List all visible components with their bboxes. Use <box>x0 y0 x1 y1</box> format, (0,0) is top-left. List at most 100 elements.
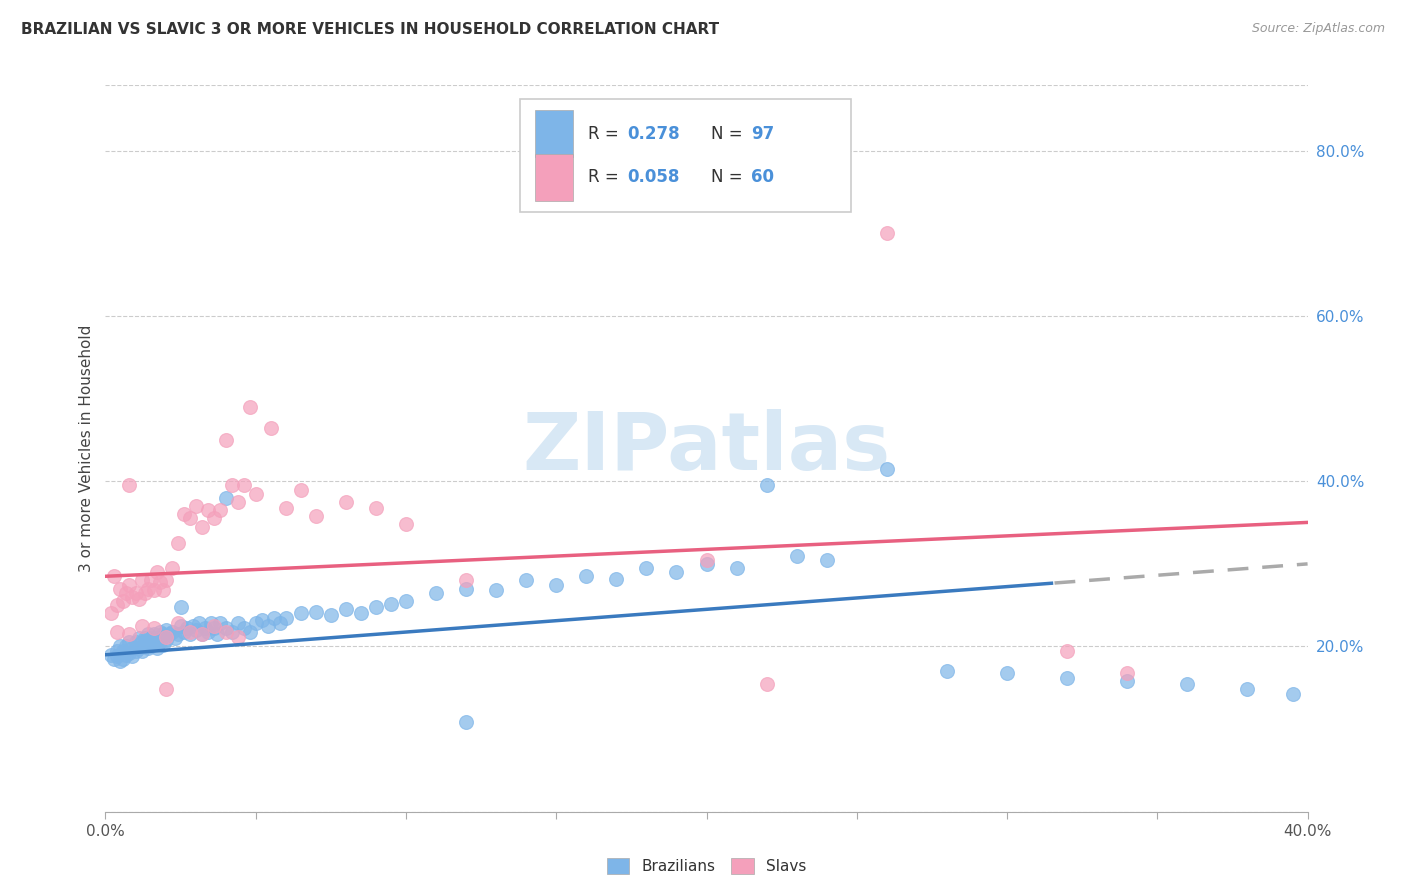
Point <box>160 561 183 575</box>
Point <box>202 621 225 635</box>
Point <box>274 500 297 515</box>
Point <box>305 508 328 523</box>
Point <box>173 508 195 522</box>
Point <box>305 605 328 619</box>
Point <box>1056 643 1078 657</box>
Point <box>380 597 402 611</box>
Text: Source: ZipAtlas.com: Source: ZipAtlas.com <box>1251 22 1385 36</box>
Point <box>148 635 170 649</box>
Point <box>103 569 125 583</box>
Point <box>100 607 122 621</box>
Point <box>221 624 243 639</box>
Point <box>112 643 135 657</box>
Point <box>239 624 262 639</box>
Point <box>131 574 153 588</box>
Point <box>190 519 212 533</box>
Point <box>364 500 387 515</box>
Point <box>118 478 141 492</box>
Point <box>128 632 150 646</box>
Point <box>226 495 249 509</box>
FancyBboxPatch shape <box>534 111 574 158</box>
Point <box>107 649 129 664</box>
Point <box>205 627 228 641</box>
Point <box>208 616 231 631</box>
Point <box>107 624 129 639</box>
Point <box>107 598 129 612</box>
Point <box>876 462 898 476</box>
Point <box>208 503 231 517</box>
Point <box>214 433 236 447</box>
Point <box>1236 682 1258 697</box>
Point <box>200 616 222 631</box>
Point <box>290 607 312 621</box>
Point <box>166 627 188 641</box>
Point <box>173 624 195 639</box>
Point <box>136 627 159 641</box>
Point <box>1281 687 1303 701</box>
Point <box>128 591 150 606</box>
Point <box>136 641 159 656</box>
Point <box>232 478 254 492</box>
Point <box>221 478 243 492</box>
Point <box>155 623 177 637</box>
Point <box>145 565 167 579</box>
Point <box>142 583 165 598</box>
Point <box>197 503 219 517</box>
Point <box>226 630 249 644</box>
Point <box>202 619 225 633</box>
Point <box>194 621 217 635</box>
Point <box>142 635 165 649</box>
Point <box>179 511 201 525</box>
Point <box>121 649 143 664</box>
Point <box>755 676 778 690</box>
Point <box>179 627 201 641</box>
Text: 0.278: 0.278 <box>627 125 679 143</box>
Point <box>115 586 138 600</box>
Point <box>100 648 122 662</box>
Point <box>260 420 283 434</box>
FancyBboxPatch shape <box>520 99 851 212</box>
Point <box>190 627 212 641</box>
Legend: Brazilians, Slavs: Brazilians, Slavs <box>600 852 813 880</box>
Point <box>148 575 170 590</box>
Point <box>184 499 207 513</box>
Point <box>107 643 129 657</box>
Point <box>134 640 156 654</box>
Point <box>696 553 718 567</box>
Point <box>187 616 209 631</box>
Point <box>110 582 132 596</box>
Text: 97: 97 <box>751 125 775 143</box>
Point <box>725 561 748 575</box>
Point <box>226 616 249 631</box>
Text: R =: R = <box>588 125 623 143</box>
Point <box>290 483 312 497</box>
Point <box>214 621 236 635</box>
Point <box>350 607 373 621</box>
Point <box>335 602 357 616</box>
Point <box>256 619 278 633</box>
Point <box>936 665 959 679</box>
Point <box>169 619 191 633</box>
Point <box>1175 676 1198 690</box>
Point <box>134 632 156 646</box>
Point <box>263 610 285 624</box>
Point <box>515 574 537 588</box>
Point <box>110 640 132 654</box>
Point <box>995 665 1018 680</box>
Point <box>250 613 273 627</box>
Point <box>128 641 150 656</box>
Point <box>546 577 568 591</box>
Point <box>166 616 188 631</box>
Point <box>118 635 141 649</box>
Point <box>115 640 138 654</box>
Point <box>112 594 135 608</box>
Text: N =: N = <box>711 125 748 143</box>
Point <box>139 632 162 646</box>
Point <box>1116 665 1139 680</box>
Point <box>232 621 254 635</box>
Y-axis label: 3 or more Vehicles in Household: 3 or more Vehicles in Household <box>79 325 94 572</box>
Point <box>575 569 598 583</box>
Point <box>665 565 688 579</box>
Point <box>152 627 174 641</box>
Point <box>155 682 177 697</box>
